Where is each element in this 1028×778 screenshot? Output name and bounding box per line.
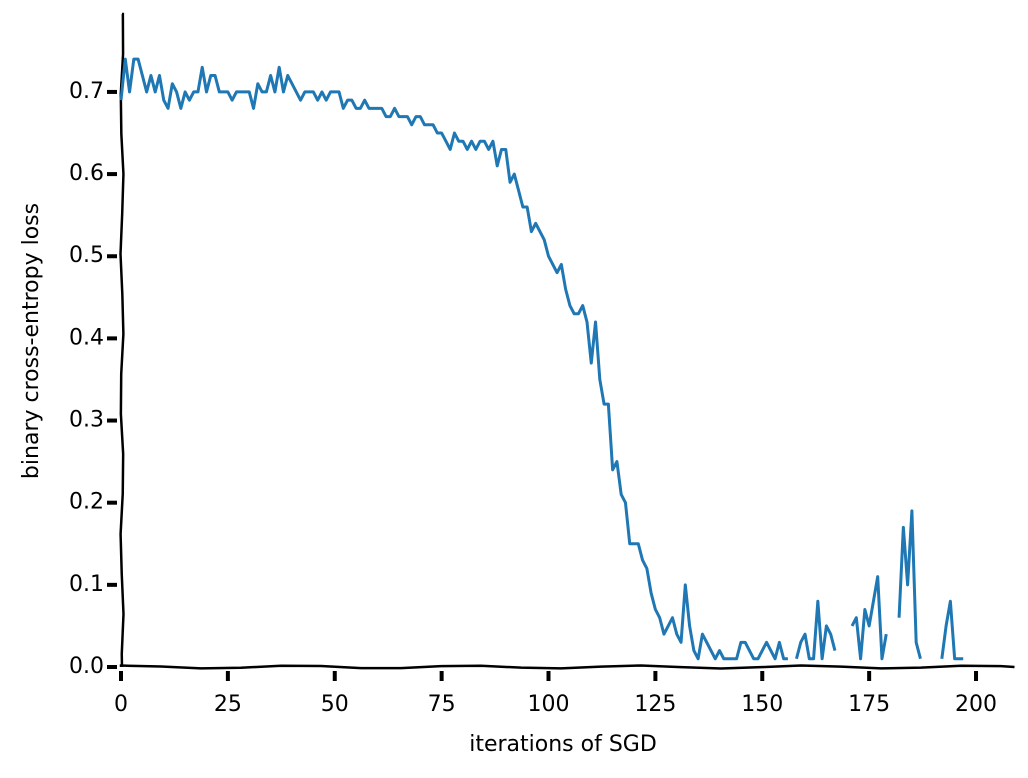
x-tick-label: 150: [741, 692, 783, 717]
line-segment: [897, 509, 922, 660]
y-tick-label: 0.6: [69, 161, 104, 186]
y-tick-label: 0.3: [69, 408, 104, 433]
x-tick-label: 50: [321, 692, 349, 717]
x-tick-label: 100: [528, 692, 570, 717]
y-tick-label: 0.0: [69, 654, 104, 679]
y-axis-label: binary cross-entropy loss: [19, 203, 44, 479]
line-segment: [850, 575, 888, 661]
line-segment: [795, 599, 837, 661]
x-tick-label: 0: [114, 692, 128, 717]
x-tick-label: 75: [428, 692, 456, 717]
y-tick-label: 0.4: [69, 325, 104, 350]
line-segment: [940, 599, 964, 661]
y-tick-label: 0.5: [69, 243, 104, 268]
x-tick-label: 25: [214, 692, 242, 717]
y-tick-label: 0.2: [69, 490, 104, 515]
x-axis-label: iterations of SGD: [469, 732, 657, 757]
x-tick-label: 125: [634, 692, 676, 717]
y-axis-line: [119, 12, 125, 668]
x-tick-label: 175: [848, 692, 890, 717]
x-axis-line: [119, 664, 1015, 670]
y-tick-label: 0.1: [69, 572, 104, 597]
y-tick-label: 0.7: [69, 79, 104, 104]
x-tick-label: 200: [955, 692, 997, 717]
line-segment: [119, 57, 788, 661]
